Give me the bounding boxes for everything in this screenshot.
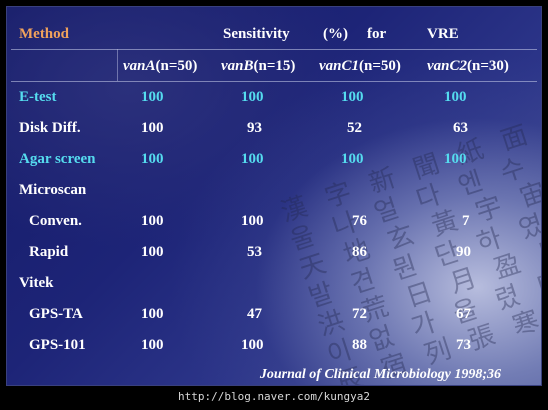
row-method-conven: Conven. xyxy=(29,213,82,229)
sensitivity-header: Sensitivity xyxy=(223,26,290,42)
cell-value: 100 xyxy=(141,306,164,322)
cell-value: 100 xyxy=(341,89,364,105)
cell-value: 63 xyxy=(453,120,468,136)
header-rule-top xyxy=(11,49,537,50)
header-rule-bottom xyxy=(11,81,537,82)
cell-value: 47 xyxy=(247,306,262,322)
cell-value: 90 xyxy=(456,244,471,260)
cell-value: 86 xyxy=(352,244,367,260)
row-method-rapid: Rapid xyxy=(29,244,69,260)
row-method-e-test: E-test xyxy=(19,89,57,105)
journal-citation: Journal of Clinical Microbiology 1998;36 xyxy=(259,367,501,382)
cell-value: 72 xyxy=(352,306,367,322)
cell-value: 52 xyxy=(347,120,362,136)
cell-value: 100 xyxy=(241,213,264,229)
column-header-vanA: vanA(n=50) xyxy=(123,58,198,74)
percent-header: (%) xyxy=(323,26,348,42)
row-method-gps-ta: GPS-TA xyxy=(29,306,83,322)
cell-value: 76 xyxy=(352,213,367,229)
cell-value: 100 xyxy=(141,337,164,353)
cell-value: 93 xyxy=(247,120,262,136)
row-method-agar-screen: Agar screen xyxy=(19,151,96,167)
row-method-gps-101: GPS-101 xyxy=(29,337,86,353)
cell-value: 100 xyxy=(141,244,164,260)
vre-header: VRE xyxy=(427,26,459,42)
cell-value: 100 xyxy=(141,151,164,167)
background-newsprint-decoration: 漢 字 新 聞 紙 面 울 나 얼 다 엔 수 天 地 玄 黃 宇 宙 발 견 … xyxy=(277,118,542,386)
cell-value: 100 xyxy=(241,151,264,167)
column-header-vanB: vanB(n=15) xyxy=(221,58,296,74)
cell-value: 100 xyxy=(444,89,467,105)
cell-value: 67 xyxy=(456,306,471,322)
cell-value: 53 xyxy=(247,244,262,260)
cell-value: 100 xyxy=(141,213,164,229)
cell-value: 100 xyxy=(241,337,264,353)
cell-value: 88 xyxy=(352,337,367,353)
header-divider xyxy=(117,49,118,81)
cell-value: 100 xyxy=(141,120,164,136)
row-method-microscan: Microscan xyxy=(19,182,87,198)
row-method-vitek: Vitek xyxy=(19,275,54,291)
column-header-vanC1: vanC1(n=50) xyxy=(319,58,401,74)
cell-value: 100 xyxy=(444,151,467,167)
slide: 漢 字 新 聞 紙 面 울 나 얼 다 엔 수 天 地 玄 黃 宇 宙 발 견 … xyxy=(6,6,542,386)
cell-value: 100 xyxy=(341,151,364,167)
method-header: Method xyxy=(19,26,69,42)
footer-url[interactable]: http://blog.naver.com/kungya2 xyxy=(177,390,371,403)
cell-value: 73 xyxy=(456,337,471,353)
cell-value: 100 xyxy=(241,89,264,105)
cell-value: 100 xyxy=(141,89,164,105)
for-header: for xyxy=(367,26,387,42)
column-header-vanC2: vanC2(n=30) xyxy=(427,58,509,74)
row-method-disk-diff: Disk Diff. xyxy=(19,120,81,136)
cell-value: 7 xyxy=(462,213,470,229)
